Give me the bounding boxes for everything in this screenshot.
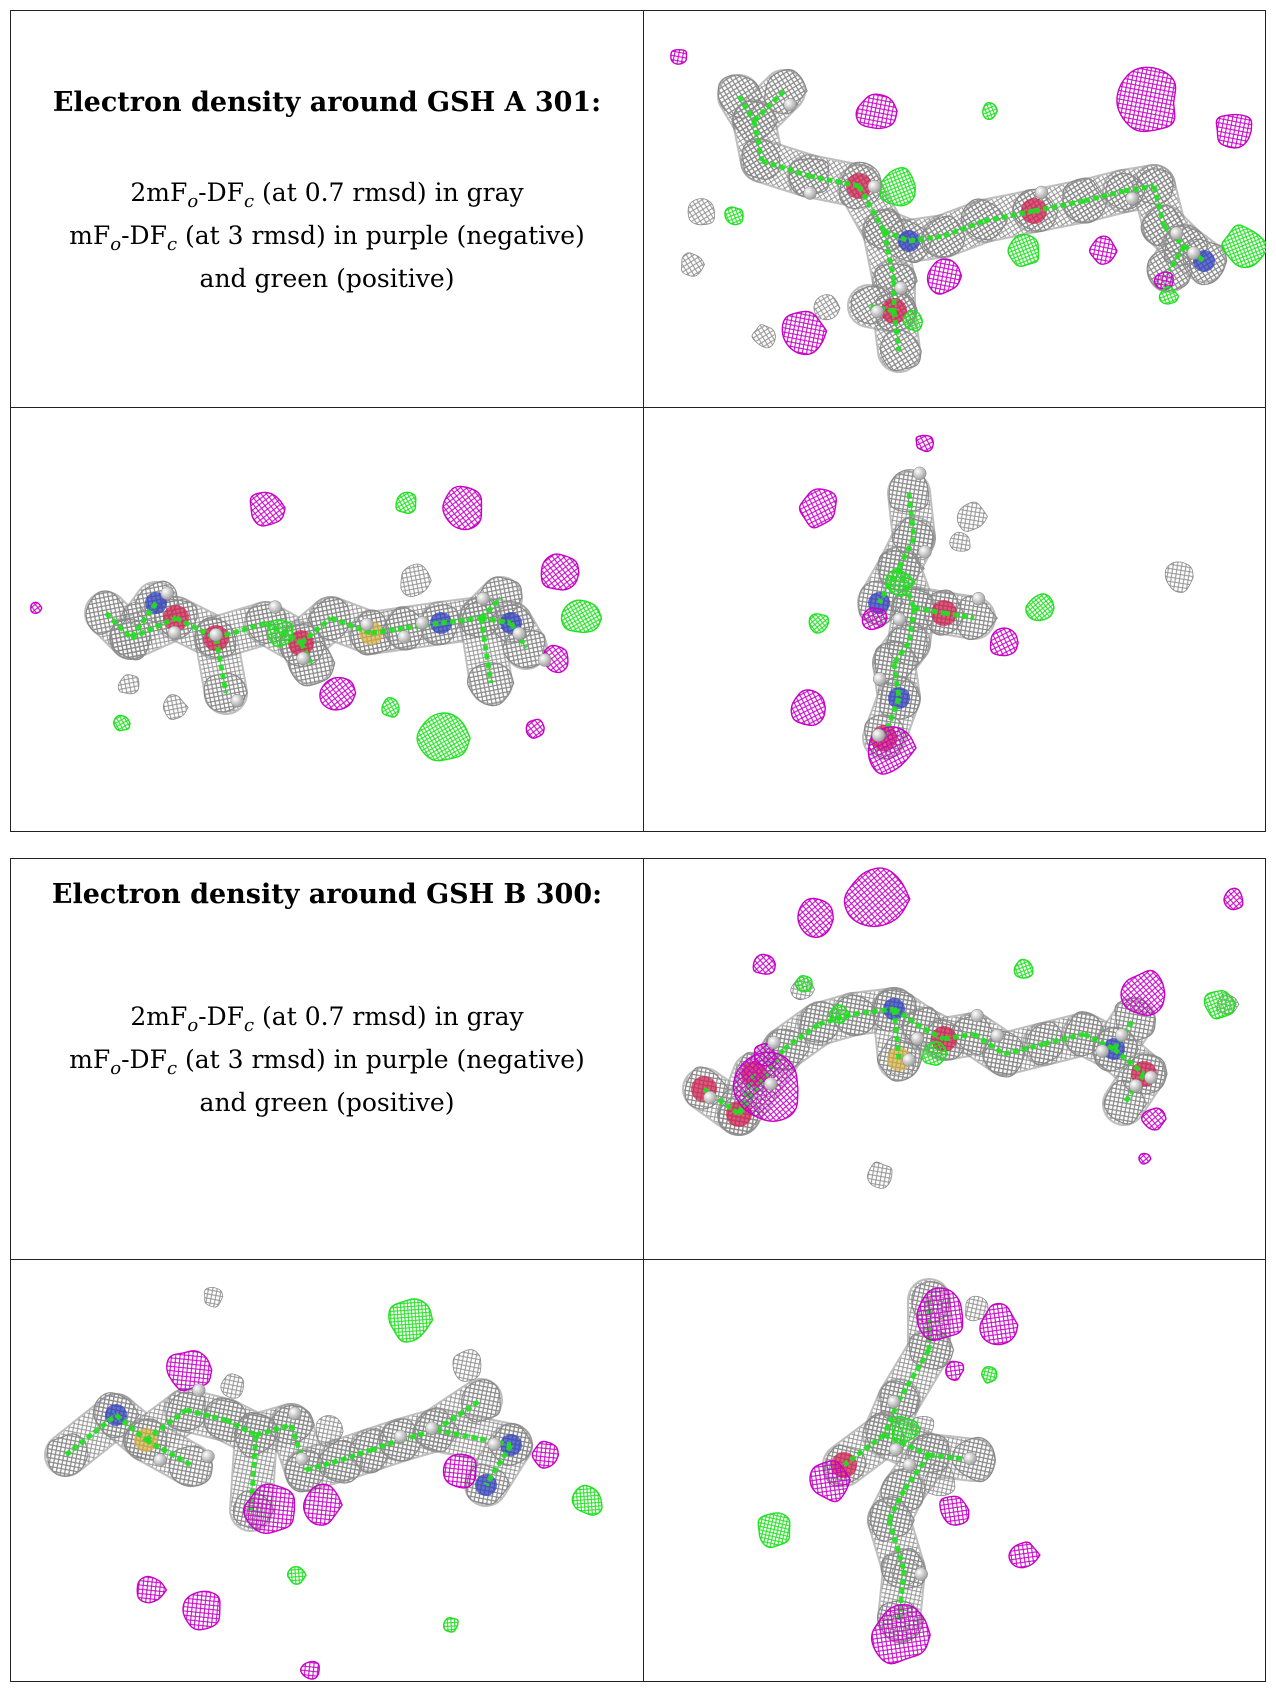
electron-density-map bbox=[670, 48, 1266, 373]
legend-line-green: and green (positive) bbox=[199, 264, 455, 293]
legend-line-green: and green (positive) bbox=[199, 1088, 455, 1117]
column-divider bbox=[643, 859, 644, 1681]
density-image-a-bottom-left bbox=[11, 408, 643, 832]
legend-line-gray: 2mFo-DFc (at 0.7 rmsd) in gray bbox=[130, 178, 524, 212]
electron-density-map bbox=[30, 485, 603, 762]
figure-table-gsh-a301: Electron density around GSH A 301: 2mFo-… bbox=[10, 10, 1266, 832]
electron-density-map bbox=[757, 1278, 1041, 1665]
legend-line-purple: mFo-DFc (at 3 rmsd) in purple (negative) bbox=[69, 1045, 585, 1079]
density-image-a-top-right bbox=[644, 11, 1266, 407]
row-divider bbox=[11, 407, 1265, 408]
panel-title: Electron density around GSH B 300: bbox=[51, 879, 603, 910]
panel-title: Electron density around GSH A 301: bbox=[52, 87, 602, 118]
density-image-b-bottom-left bbox=[11, 1260, 643, 1682]
legend-line-purple: mFo-DFc (at 3 rmsd) in purple (negative) bbox=[69, 221, 585, 255]
electron-density-map bbox=[44, 1286, 603, 1680]
column-divider bbox=[643, 11, 644, 831]
caption-cell-a: Electron density around GSH A 301: 2mFo-… bbox=[11, 11, 643, 407]
caption-cell-b: Electron density around GSH B 300: 2mFo-… bbox=[11, 859, 643, 1259]
legend-line-gray: 2mFo-DFc (at 0.7 rmsd) in gray bbox=[130, 1002, 524, 1036]
electron-density-map bbox=[790, 434, 1194, 775]
density-image-b-bottom-right bbox=[644, 1260, 1266, 1682]
density-image-b-top-right bbox=[644, 859, 1266, 1259]
row-divider bbox=[11, 1259, 1265, 1260]
figure-table-gsh-b300: Electron density around GSH B 300: 2mFo-… bbox=[10, 858, 1266, 1682]
density-image-a-bottom-right bbox=[644, 408, 1266, 832]
electron-density-map bbox=[682, 867, 1244, 1189]
